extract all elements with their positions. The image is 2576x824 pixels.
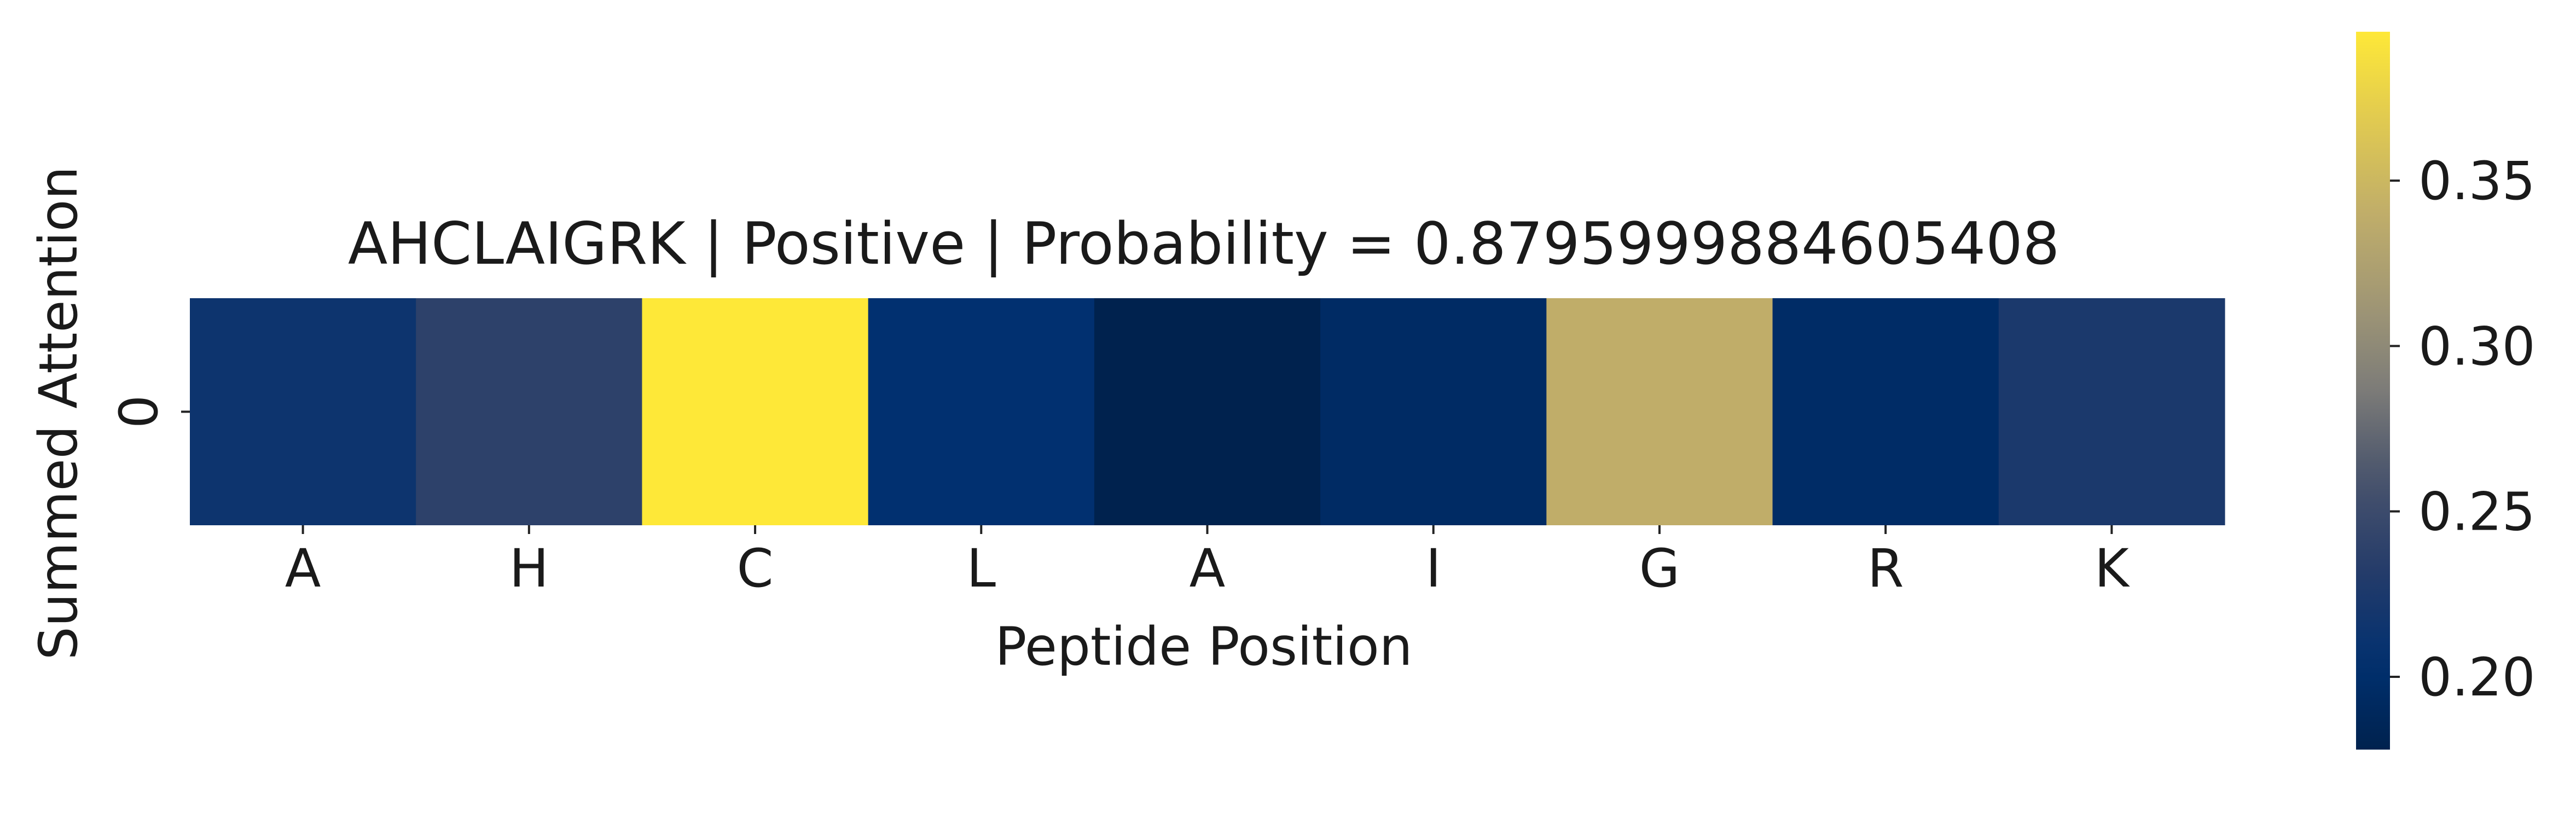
colorbar-tick-label: 0.30 bbox=[2418, 316, 2536, 377]
y-tick-label: 0 bbox=[108, 395, 170, 428]
colorbar-ticks: 0.20 0.25 0.30 0.35 bbox=[2390, 150, 2536, 708]
x-tick-label: G bbox=[1639, 538, 1680, 599]
x-tick-label: A bbox=[285, 538, 321, 599]
x-tick-label: L bbox=[967, 538, 996, 599]
y-axis-ticks: 0 bbox=[108, 395, 190, 428]
heatmap-cell bbox=[1998, 298, 2225, 525]
heatmap-cell bbox=[1546, 298, 1773, 525]
heatmap-cell bbox=[1772, 298, 1999, 525]
y-axis-label: Summed Attention bbox=[28, 166, 89, 660]
chart-title: AHCLAIGRK | Positive | Probability = 0.8… bbox=[348, 210, 2059, 278]
heatmap-cell bbox=[190, 298, 416, 525]
heatmap-cells bbox=[190, 298, 2225, 525]
colorbar-tick-label: 0.20 bbox=[2418, 647, 2536, 708]
heatmap-cell bbox=[1320, 298, 1547, 525]
heatmap-cell bbox=[1094, 298, 1321, 525]
x-tick-label: A bbox=[1190, 538, 1226, 599]
x-tick-label: H bbox=[509, 538, 549, 599]
x-axis-label: Peptide Position bbox=[995, 616, 1412, 677]
heatmap-cell bbox=[868, 298, 1095, 525]
x-tick-label: I bbox=[1426, 538, 1441, 599]
colorbar bbox=[2356, 32, 2390, 750]
heatmap-cell bbox=[642, 298, 869, 525]
colorbar-tick-label: 0.25 bbox=[2418, 481, 2536, 543]
colorbar-tick-label: 0.35 bbox=[2418, 150, 2536, 212]
x-tick-label: C bbox=[737, 538, 774, 599]
x-tick-label: R bbox=[1867, 538, 1904, 599]
heatmap-cell bbox=[416, 298, 643, 525]
x-tick-label: K bbox=[2095, 538, 2130, 599]
